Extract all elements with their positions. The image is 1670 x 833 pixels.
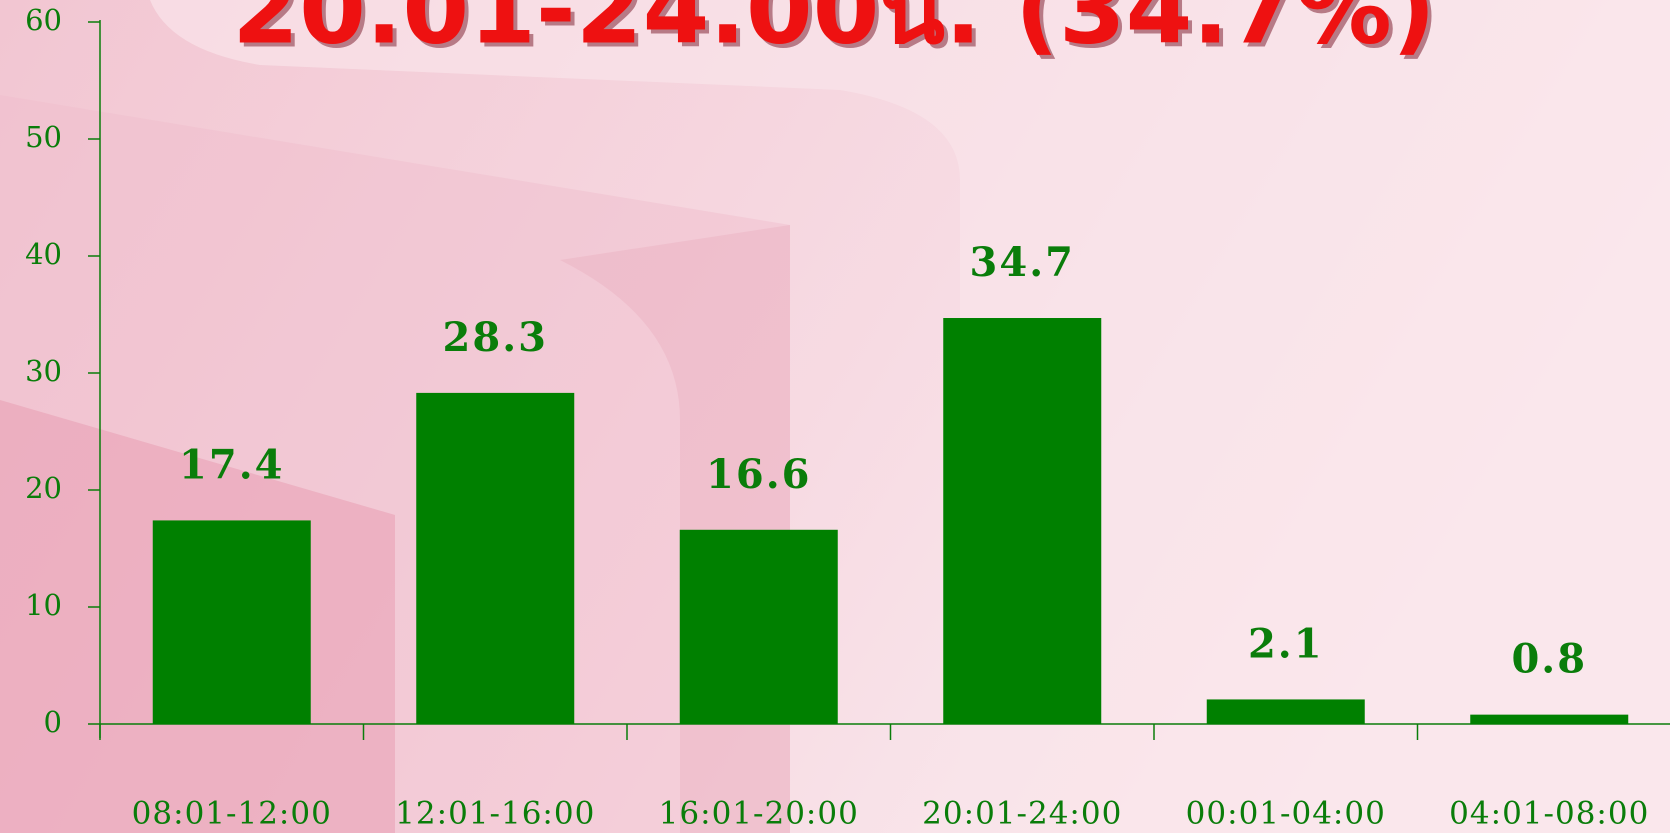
y-tick-label: 60 [25,3,62,37]
bar [416,392,575,724]
y-tick-label: 10 [25,588,62,622]
y-tick-label: 20 [25,471,62,505]
x-tick-label: 08:01-12:00 [132,796,332,832]
x-tick-label: 04:01-08:00 [1449,796,1649,832]
value-label: 16.6 [706,451,811,498]
bar [943,318,1102,724]
bar [1206,699,1365,724]
bar [679,529,838,724]
x-tick-label: 20:01-24:00 [922,796,1122,832]
background-shape [150,0,1670,833]
value-label: 0.8 [1511,636,1587,683]
bar [1470,714,1629,724]
y-tick-label: 40 [25,237,62,271]
x-tick-label: 12:01-16:00 [395,796,595,832]
y-tick-label: 50 [25,120,62,154]
value-label: 17.4 [179,441,284,488]
x-tick-label: 00:01-04:00 [1186,796,1386,832]
value-label: 34.7 [970,239,1075,286]
value-label: 28.3 [443,314,548,361]
bar [152,520,311,724]
chart-title-shadow: 20.01-24.00น. (34.7%) [236,0,1439,69]
value-label: 2.1 [1248,620,1324,667]
chart-title: 20.01-24.00น. (34.7%) [232,0,1435,65]
y-tick-label: 0 [44,705,62,739]
y-tick-label: 30 [25,354,62,388]
x-tick-label: 16:01-20:00 [659,796,859,832]
